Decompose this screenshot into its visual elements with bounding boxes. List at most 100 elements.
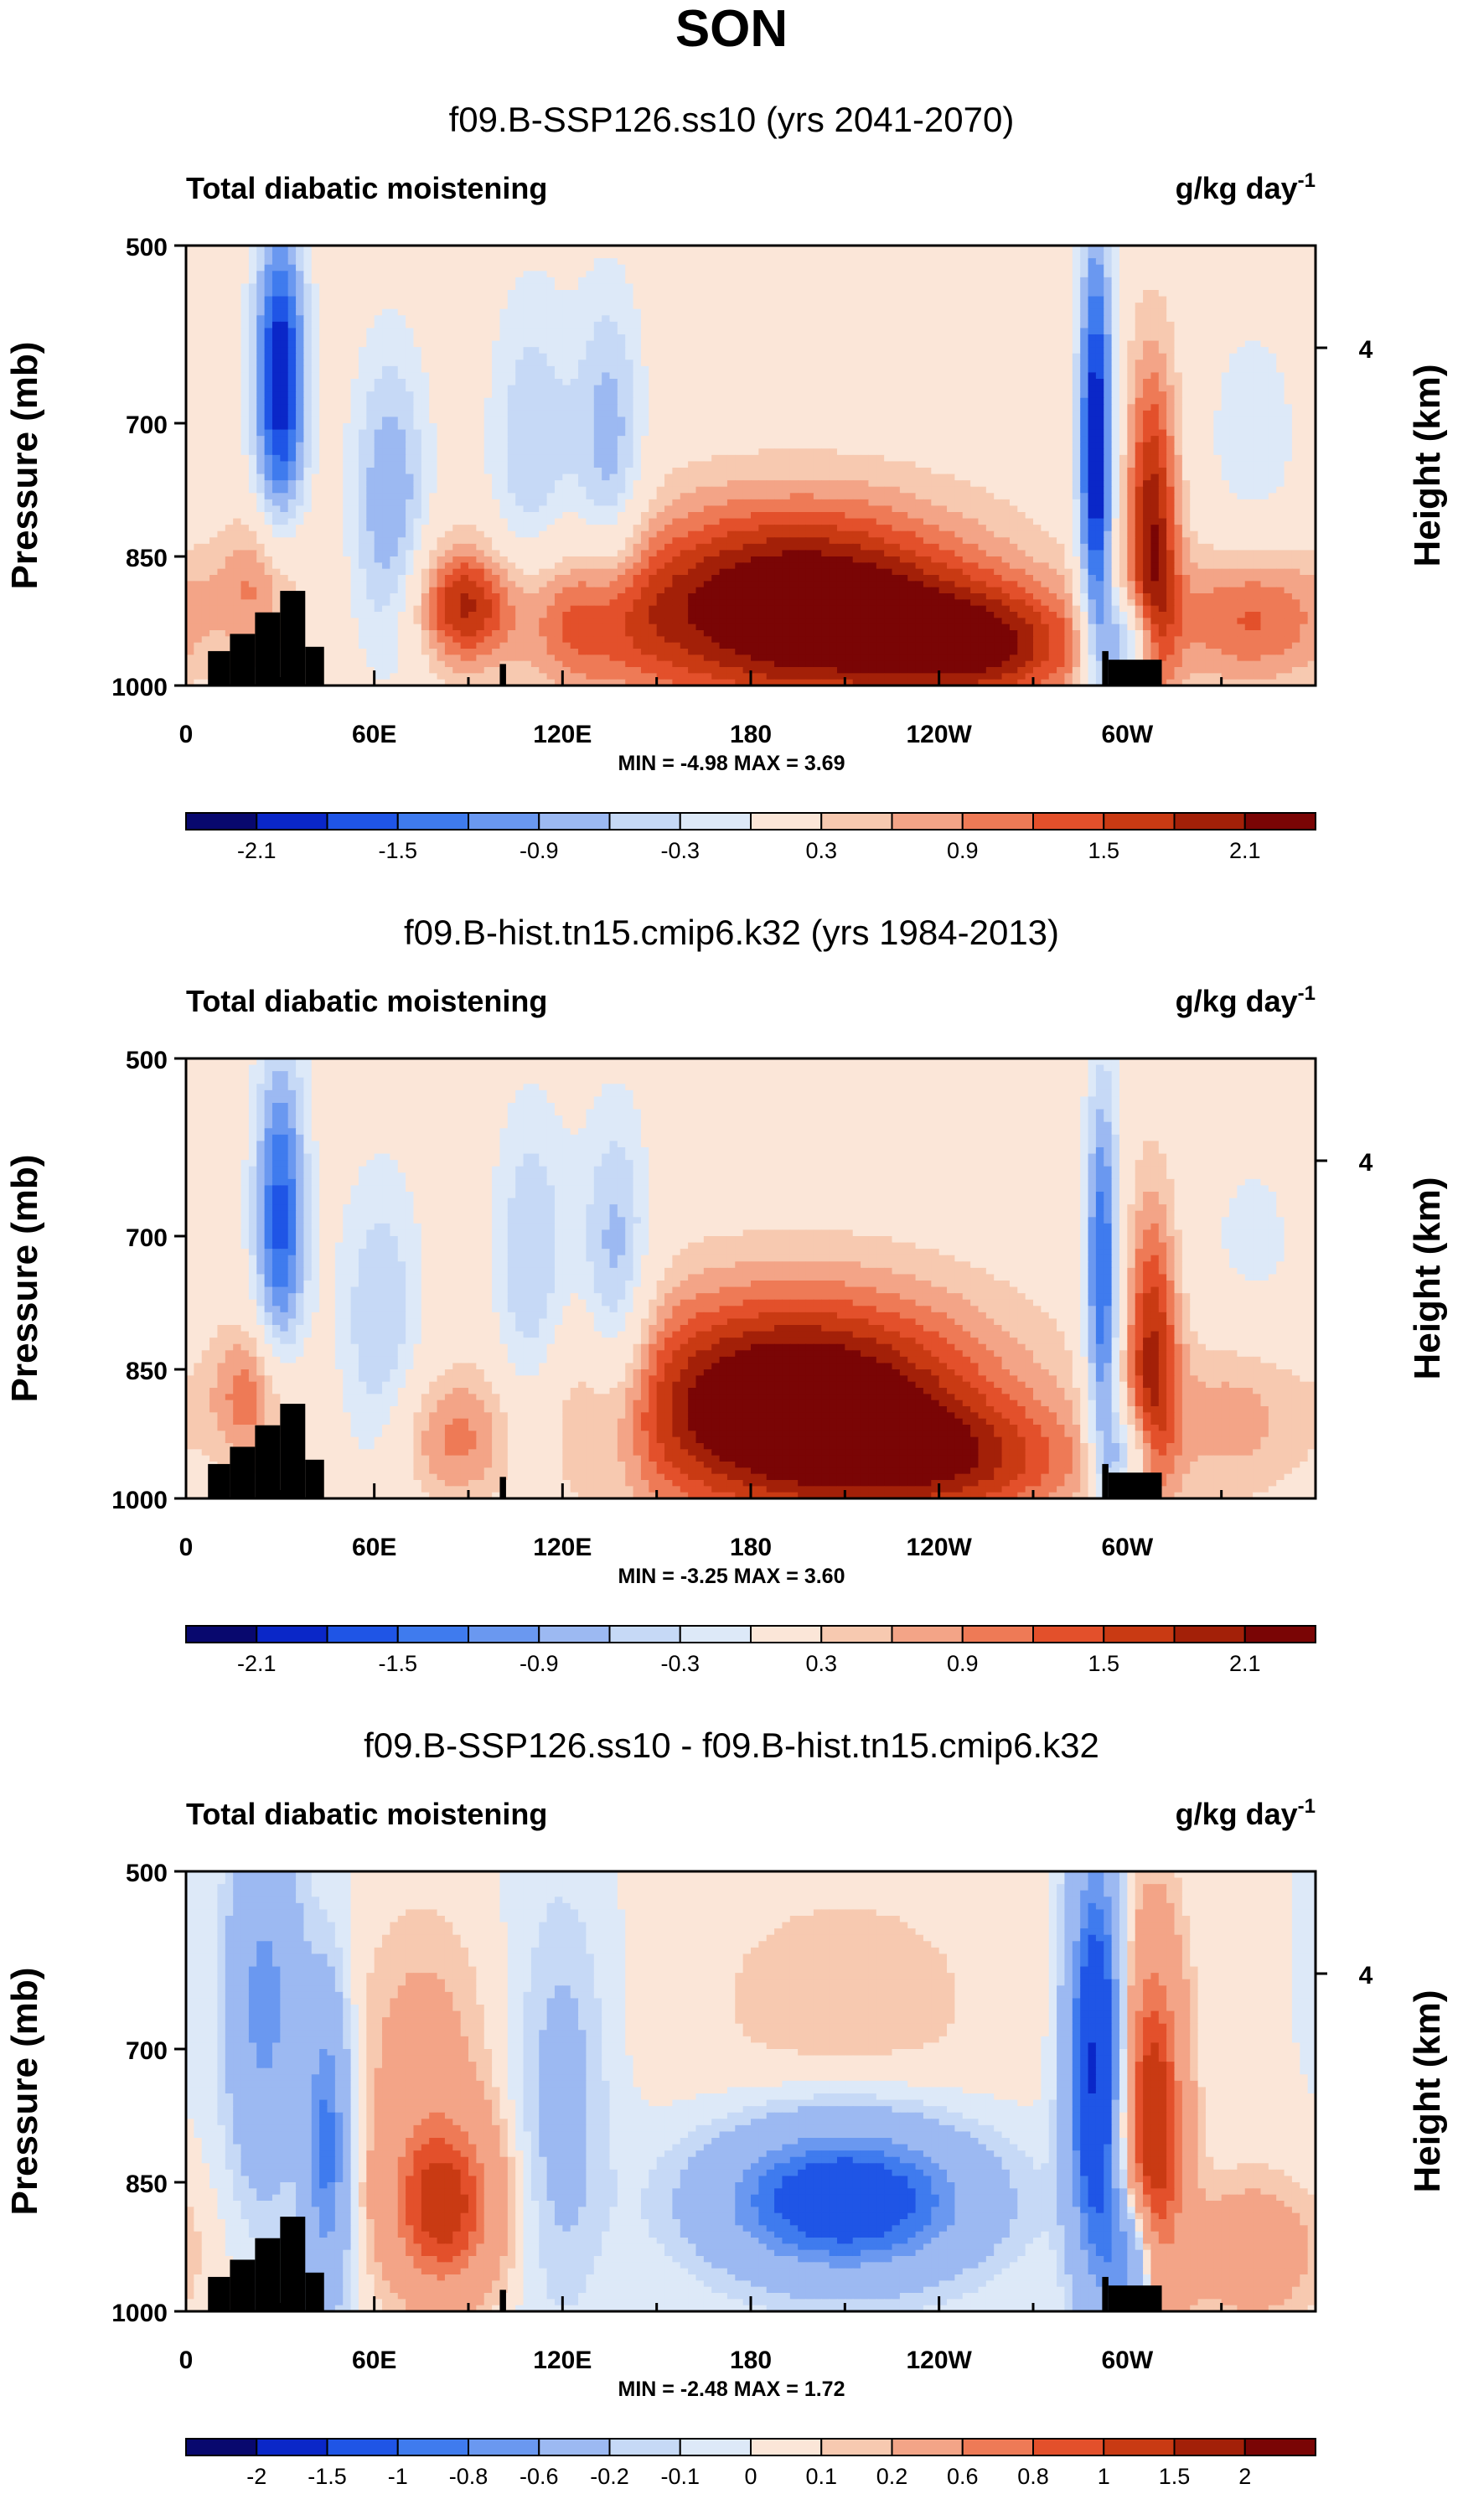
heatmap-cell	[217, 283, 226, 291]
heatmap-cell	[1033, 417, 1042, 424]
heatmap-cell	[358, 442, 367, 449]
heatmap-cell	[664, 308, 673, 316]
heatmap-cell	[546, 423, 556, 431]
heatmap-cell	[1205, 353, 1214, 360]
heatmap-cell	[366, 448, 375, 456]
heatmap-cell	[1001, 303, 1011, 310]
heatmap-cell	[1143, 334, 1152, 342]
heatmap-cell	[444, 321, 453, 329]
heatmap-cell	[1284, 315, 1293, 323]
heatmap-cell	[789, 271, 799, 278]
heatmap-cell	[1291, 251, 1300, 259]
heatmap-cell	[892, 461, 901, 468]
heatmap-cell	[962, 277, 971, 285]
heatmap-cell	[483, 379, 493, 386]
heatmap-cell	[1095, 315, 1104, 323]
heatmap-cell	[751, 379, 759, 386]
heatmap-cell	[350, 404, 359, 411]
heatmap-cell	[1229, 385, 1238, 392]
heatmap-cell	[586, 246, 595, 253]
heatmap-cell	[334, 296, 344, 303]
heatmap-cell	[515, 353, 525, 360]
heatmap-cell	[884, 290, 893, 298]
heatmap-cell	[954, 448, 964, 456]
heatmap-cell	[468, 277, 477, 285]
heatmap-cell	[1127, 442, 1136, 449]
heatmap-cell	[1111, 417, 1120, 424]
heatmap-cell	[907, 328, 917, 335]
heatmap-cell	[1190, 385, 1199, 392]
heatmap-cell	[1276, 277, 1285, 285]
heatmap-cell	[1253, 303, 1262, 310]
heatmap-cell	[726, 404, 736, 411]
heatmap-cell	[766, 397, 775, 405]
heatmap-cell	[852, 379, 861, 386]
heatmap-cell	[861, 461, 870, 468]
heatmap-cell	[311, 379, 320, 386]
heatmap-cell	[515, 360, 525, 367]
heatmap-cell	[758, 258, 768, 266]
heatmap-cell	[554, 290, 563, 298]
heatmap-cell	[1181, 365, 1191, 374]
heatmap-cell	[1221, 303, 1230, 310]
heatmap-cell	[1033, 296, 1042, 303]
heatmap-cell	[1150, 353, 1160, 360]
heatmap-cell	[1057, 372, 1066, 380]
heatmap-cell	[1119, 454, 1128, 463]
heatmap-cell	[586, 448, 595, 456]
heatmap-cell	[845, 391, 854, 399]
heatmap-cell	[640, 290, 649, 298]
heatmap-cell	[1150, 246, 1160, 253]
heatmap-cell	[640, 372, 649, 380]
heatmap-cell	[1048, 417, 1057, 424]
heatmap-cell	[1158, 417, 1167, 424]
heatmap-cell	[876, 372, 885, 380]
heatmap-cell	[742, 277, 752, 285]
heatmap-cell	[711, 258, 721, 266]
heatmap-cell	[836, 283, 845, 291]
heatmap-cell	[884, 454, 893, 463]
heatmap-cell	[672, 404, 681, 411]
heatmap-cell	[248, 404, 257, 411]
heatmap-cell	[483, 303, 493, 310]
heatmap-cell	[978, 423, 987, 431]
heatmap-cell	[1104, 365, 1113, 374]
heatmap-cell	[805, 360, 814, 367]
heatmap-cell	[507, 410, 516, 418]
heatmap-cell	[1291, 442, 1300, 449]
heatmap-cell	[695, 328, 705, 335]
heatmap-cell	[649, 410, 658, 418]
heatmap-cell	[1268, 277, 1277, 285]
heatmap-cell	[1190, 353, 1199, 360]
heatmap-cell	[539, 290, 548, 298]
heatmap-cell	[271, 397, 281, 405]
heatmap-cell	[1135, 410, 1144, 418]
heatmap-cell	[656, 360, 665, 367]
heatmap-cell	[390, 397, 399, 405]
heatmap-cell	[774, 347, 783, 354]
heatmap-cell	[334, 264, 344, 272]
heatmap-cell	[1300, 454, 1309, 463]
heatmap-cell	[1190, 448, 1199, 456]
heatmap-cell	[931, 271, 940, 278]
heatmap-cell	[884, 410, 893, 418]
heatmap-cell	[1033, 321, 1042, 329]
heatmap-cell	[923, 251, 932, 259]
heatmap-cell	[1268, 290, 1277, 298]
heatmap-cell	[680, 334, 689, 342]
heatmap-cell	[751, 397, 759, 405]
heatmap-cell	[782, 283, 791, 291]
heatmap-cell	[1229, 379, 1238, 386]
heatmap-cell	[499, 385, 509, 392]
heatmap-cell	[539, 404, 548, 411]
heatmap-cell	[1088, 283, 1097, 291]
heatmap-cell	[1127, 410, 1136, 418]
heatmap-cell	[1244, 264, 1254, 272]
heatmap-cell	[821, 397, 830, 405]
heatmap-cell	[1104, 334, 1113, 342]
heatmap-cell	[546, 315, 556, 323]
heatmap-cell	[861, 410, 870, 418]
heatmap-cell	[1268, 417, 1277, 424]
heatmap-cell	[680, 290, 689, 298]
heatmap-cell	[319, 442, 328, 449]
